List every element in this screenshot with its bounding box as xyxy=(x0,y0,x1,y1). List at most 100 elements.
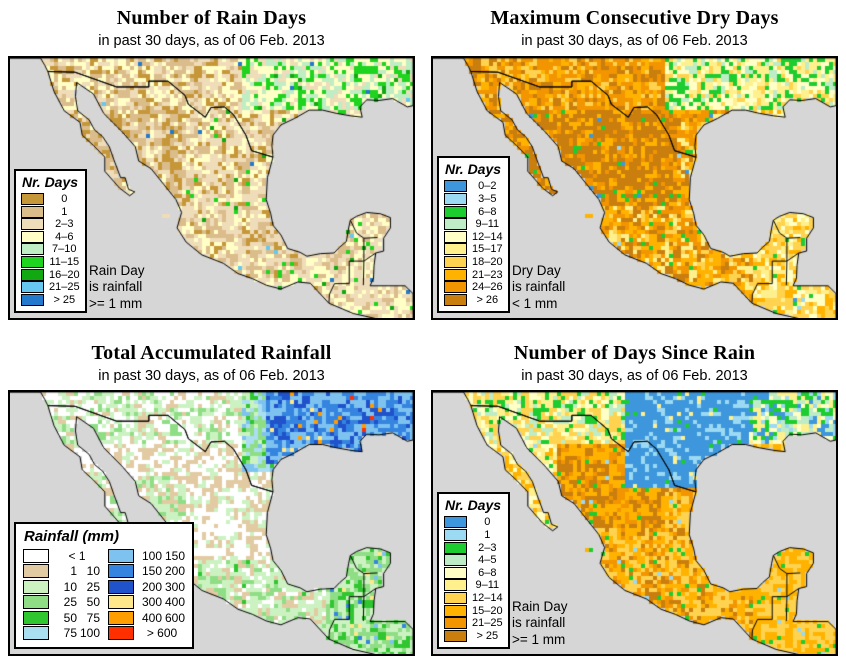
legend-row: 25 50 xyxy=(23,595,100,611)
map-note: Dry Day is rainfall < 1 mm xyxy=(512,263,565,313)
legend-value: 100 xyxy=(141,548,162,563)
legend-grid: < 1 1 10 10 25 25 50 50 75 75 100 100 150 150 200 200 30… xyxy=(23,548,185,641)
legend-row: 0 xyxy=(444,516,503,529)
note-line: >= 1 mm xyxy=(512,631,566,647)
legend-value: 0 xyxy=(61,192,68,205)
legend-total-rainfall: Rainfall (mm) < 1 1 10 10 25 25 50 50 75 75 100 100 1… xyxy=(14,522,194,649)
legend-row: 16–20 xyxy=(21,268,80,281)
legend-row: 1 xyxy=(21,205,80,218)
legend-row: 18–20 xyxy=(444,255,503,269)
legend-value: 50 xyxy=(86,595,100,610)
map-dry-days: Nr. Days 0–2 3–5 6–8 9–11 12–14 15–17 18–20 21–2… xyxy=(431,56,838,320)
legend-title: Nr. Days xyxy=(22,173,79,190)
map-note: Rain Day is rainfall >= 1 mm xyxy=(89,263,145,313)
legend-value: 16–20 xyxy=(49,268,80,281)
note-line: Rain Day xyxy=(89,262,145,278)
legend-row: < 1 xyxy=(23,548,100,564)
legend-swatch xyxy=(108,564,134,579)
legend-row: 15–17 xyxy=(444,243,503,256)
note-line: >= 1 mm xyxy=(89,295,143,311)
legend-row: 24–26 xyxy=(444,281,503,294)
legend-value: 12–14 xyxy=(472,230,503,243)
legend-row: 2–3 xyxy=(444,541,503,554)
panel-subtitle: in past 30 days, as of 06 Feb. 2013 xyxy=(521,368,748,384)
panel-subtitle: in past 30 days, as of 06 Feb. 2013 xyxy=(98,368,325,384)
legend-rain-days: Nr. Days 0 1 2–3 4–6 7–10 11–15 16–20 21–25 > 25 xyxy=(14,168,87,313)
legend-value: 75 xyxy=(86,610,100,625)
legend-row: 150 200 xyxy=(108,564,185,580)
legend-value: 1 xyxy=(61,205,68,218)
legend-row: 0–2 xyxy=(444,180,503,193)
legend-swatch xyxy=(444,230,467,243)
legend-row: 0 xyxy=(21,192,80,206)
legend-value: 6–8 xyxy=(478,205,497,218)
legend-grid: 0–2 3–5 6–8 9–11 12–14 15–17 18–20 21–23 24–26 > … xyxy=(444,180,503,306)
legend-swatch xyxy=(21,230,44,243)
legend-row: 11–15 xyxy=(21,255,80,269)
legend-value: 400 xyxy=(164,595,185,610)
legend-row: 4–5 xyxy=(444,554,503,567)
legend-value: 15–17 xyxy=(472,243,503,256)
legend-swatch xyxy=(21,281,44,294)
legend-row: 12–14 xyxy=(444,230,503,243)
legend-swatch xyxy=(21,268,44,281)
legend-swatch xyxy=(23,548,49,563)
panel-days-since-rain: Number of Days Since Rain in past 30 day… xyxy=(423,329,846,658)
panel-title: Total Accumulated Rainfall xyxy=(91,342,332,364)
legend-value: 300 xyxy=(141,595,162,610)
legend-value: 24–26 xyxy=(472,281,503,294)
legend-swatch xyxy=(21,293,44,306)
legend-row: 7–10 xyxy=(21,243,80,256)
legend-value: 200 xyxy=(141,579,162,594)
legend-title: Nr. Days xyxy=(445,497,502,514)
map-rain-days: Nr. Days 0 1 2–3 4–6 7–10 11–15 16–20 21–25 > 25 … xyxy=(8,56,415,320)
map-total-rainfall: Rainfall (mm) < 1 1 10 10 25 25 50 50 75 75 100 100 1… xyxy=(8,390,415,656)
legend-swatch xyxy=(444,629,467,642)
legend-value: 4–5 xyxy=(478,554,497,567)
legend-row: 400 600 xyxy=(108,610,185,626)
legend-value: > 25 xyxy=(476,629,499,642)
legend-value: 150 xyxy=(164,548,185,563)
legend-value: 25 xyxy=(86,579,100,594)
legend-row: > 26 xyxy=(444,293,503,306)
legend-value: 21–25 xyxy=(49,281,80,294)
legend-title: Nr. Days xyxy=(445,161,502,178)
legend-row: 21–23 xyxy=(444,268,503,281)
legend-swatch xyxy=(444,268,467,281)
legend-swatch xyxy=(444,604,467,617)
legend-grid: 0 1 2–3 4–5 6–8 9–11 12–14 15–20 21–25 > 25 xyxy=(444,516,503,642)
legend-row: 2–3 xyxy=(21,218,80,231)
legend-swatch xyxy=(23,626,49,641)
legend-value: 11–15 xyxy=(49,255,80,268)
legend-row: 3–5 xyxy=(444,192,503,206)
legend-row: 1 xyxy=(444,528,503,542)
legend-row: 6–8 xyxy=(444,205,503,218)
legend-swatch xyxy=(108,579,134,594)
legend-row: 6–8 xyxy=(444,566,503,579)
legend-swatch xyxy=(444,528,467,541)
panel-title: Maximum Consecutive Dry Days xyxy=(490,7,779,29)
panel-title: Number of Days Since Rain xyxy=(513,342,756,364)
legend-row: > 25 xyxy=(444,629,503,642)
legend-row: 9–11 xyxy=(444,579,503,592)
legend-swatch xyxy=(444,579,467,592)
legend-swatch xyxy=(444,554,467,567)
legend-value: 75 xyxy=(63,626,77,641)
legend-value: 400 xyxy=(141,610,162,625)
legend-row: 100 150 xyxy=(108,548,185,564)
panel-total-accumulated-rainfall: Total Accumulated Rainfall in past 30 da… xyxy=(0,329,423,658)
legend-value: 4–6 xyxy=(55,230,74,243)
legend-swatch xyxy=(444,205,467,218)
legend-days-since-rain: Nr. Days 0 1 2–3 4–5 6–8 9–11 12–14 15–20 21–25 > … xyxy=(437,492,510,649)
legend-value: 9–11 xyxy=(475,218,500,231)
legend-row: 75 100 xyxy=(23,626,100,642)
panel-max-consecutive-dry-days: Maximum Consecutive Dry Days in past 30 … xyxy=(423,0,846,329)
legend-swatch xyxy=(444,293,467,306)
legend-row: > 600 xyxy=(108,626,185,642)
legend-value: 2–3 xyxy=(55,218,74,231)
note-line: is rainfall xyxy=(89,279,143,294)
legend-value: 200 xyxy=(164,564,185,579)
legend-value: 15–20 xyxy=(472,604,503,617)
legend-dry-days: Nr. Days 0–2 3–5 6–8 9–11 12–14 15–17 18–20 21–2… xyxy=(437,156,510,313)
legend-row: 300 400 xyxy=(108,595,185,611)
